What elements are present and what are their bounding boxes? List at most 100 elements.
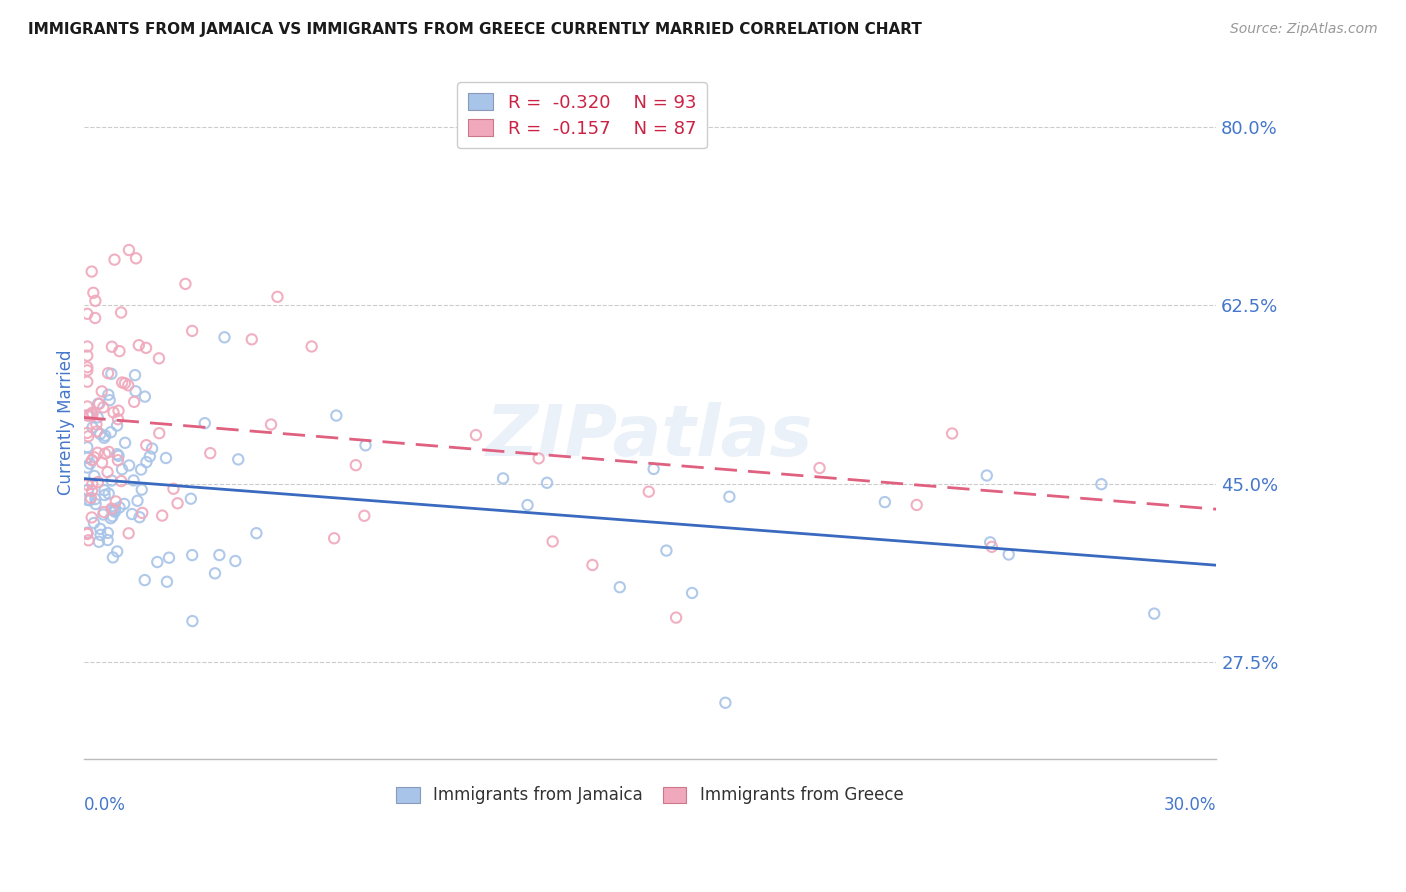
Point <box>101 509 124 524</box>
Point <box>117 526 139 541</box>
Point <box>100 425 122 440</box>
Point <box>94 447 117 461</box>
Point <box>148 426 170 441</box>
Point <box>141 442 163 456</box>
Point <box>101 503 124 517</box>
Point <box>76 360 98 375</box>
Point <box>121 507 143 521</box>
Point <box>325 409 347 423</box>
Text: ZIPatlas: ZIPatlas <box>486 401 814 470</box>
Point <box>105 447 128 461</box>
Point <box>76 400 98 414</box>
Point <box>114 376 136 391</box>
Point <box>180 491 202 506</box>
Point <box>266 290 288 304</box>
Point <box>714 696 737 710</box>
Point <box>166 496 188 510</box>
Point <box>105 418 128 433</box>
Point <box>89 426 111 441</box>
Point <box>492 471 515 485</box>
Point <box>111 376 134 390</box>
Point <box>76 450 98 465</box>
Point <box>104 502 127 516</box>
Text: IMMIGRANTS FROM JAMAICA VS IMMIGRANTS FROM GREECE CURRENTLY MARRIED CORRELATION : IMMIGRANTS FROM JAMAICA VS IMMIGRANTS FR… <box>28 22 922 37</box>
Point <box>103 405 125 419</box>
Point <box>127 493 149 508</box>
Point <box>214 330 236 344</box>
Point <box>100 474 122 488</box>
Point <box>82 285 104 300</box>
Point <box>129 462 152 476</box>
Text: 30.0%: 30.0% <box>1164 796 1216 814</box>
Point <box>114 435 136 450</box>
Point <box>76 425 98 440</box>
Point <box>135 455 157 469</box>
Point <box>97 525 120 540</box>
Y-axis label: Currently Married: Currently Married <box>58 350 75 495</box>
Point <box>86 425 108 439</box>
Point <box>655 543 678 558</box>
Point <box>344 458 367 472</box>
Point <box>156 574 179 589</box>
Point <box>97 533 120 547</box>
Point <box>105 544 128 558</box>
Point <box>76 307 98 321</box>
Point <box>150 508 173 523</box>
Point <box>76 409 98 423</box>
Point <box>76 478 98 492</box>
Point <box>131 483 153 497</box>
Point <box>117 378 139 392</box>
Point <box>103 252 125 267</box>
Point <box>941 426 963 441</box>
Point <box>103 504 125 518</box>
Point <box>91 401 114 415</box>
Point <box>83 469 105 483</box>
Point <box>125 252 148 266</box>
Point <box>101 550 124 565</box>
Point <box>135 341 157 355</box>
Point <box>83 516 105 530</box>
Point <box>139 450 162 464</box>
Point <box>100 511 122 525</box>
Point <box>77 483 100 497</box>
Point <box>1143 607 1166 621</box>
Point <box>84 293 107 308</box>
Point <box>87 534 110 549</box>
Point <box>226 452 249 467</box>
Point <box>97 366 120 380</box>
Point <box>100 367 122 381</box>
Point <box>107 449 129 463</box>
Point <box>148 351 170 366</box>
Point <box>181 324 204 338</box>
Point <box>976 468 998 483</box>
Point <box>122 394 145 409</box>
Point <box>122 474 145 488</box>
Point <box>91 508 114 522</box>
Point <box>89 522 111 536</box>
Point <box>581 558 603 572</box>
Point <box>108 344 131 359</box>
Point <box>104 505 127 519</box>
Point <box>181 614 204 628</box>
Point <box>118 243 141 257</box>
Point <box>157 550 180 565</box>
Point <box>84 310 107 325</box>
Point <box>76 492 98 507</box>
Point <box>82 477 104 491</box>
Point <box>128 510 150 524</box>
Point <box>146 555 169 569</box>
Point <box>194 416 217 430</box>
Point <box>200 446 222 460</box>
Point <box>79 493 101 508</box>
Point <box>76 527 98 541</box>
Point <box>111 462 134 476</box>
Point <box>82 420 104 434</box>
Point <box>128 338 150 352</box>
Point <box>516 498 538 512</box>
Point <box>979 535 1001 549</box>
Point <box>101 340 124 354</box>
Point <box>79 409 101 423</box>
Point <box>181 548 204 562</box>
Point <box>643 462 665 476</box>
Point <box>93 483 115 498</box>
